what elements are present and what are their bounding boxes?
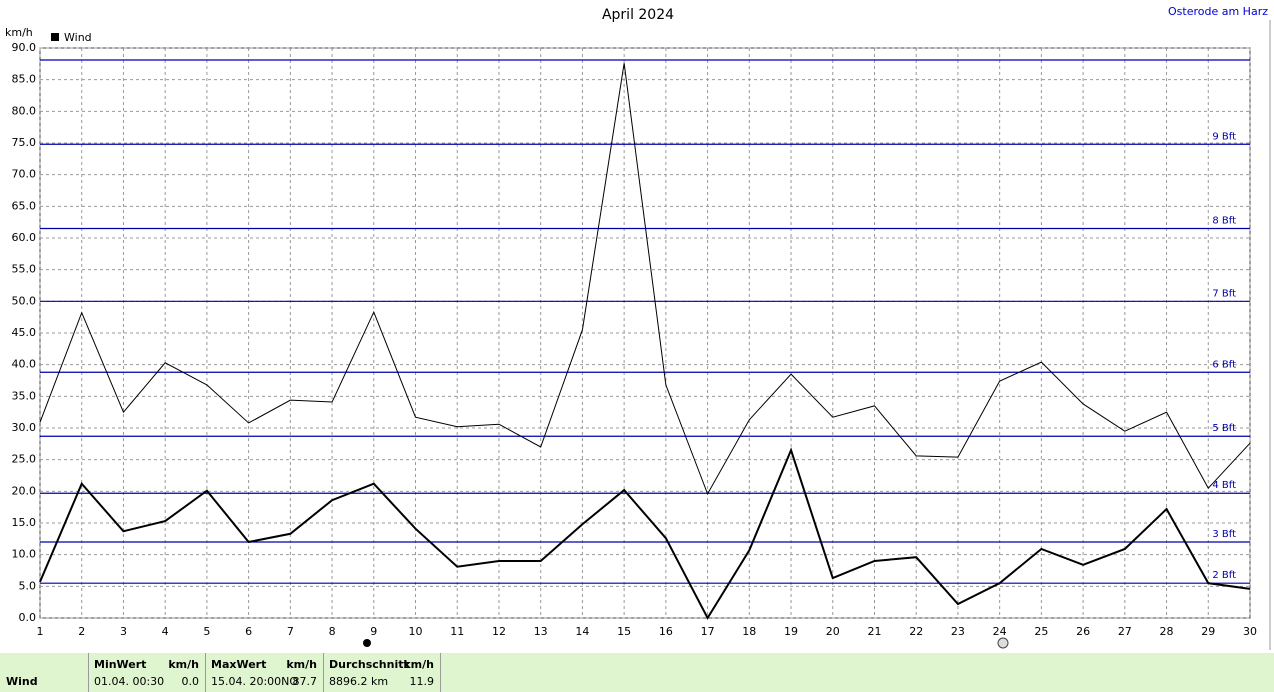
y-tick-label: 90.0 <box>12 41 37 54</box>
summary-left: 01.04. 00:30 <box>94 675 165 688</box>
x-tick-label: 10 <box>409 625 423 638</box>
summary-right: 0.0 <box>181 675 200 688</box>
y-tick-label: 70.0 <box>12 168 37 181</box>
beaufort-label: 9 Bft <box>1212 131 1236 142</box>
x-tick-label: 22 <box>909 625 923 638</box>
x-tick-label: 7 <box>287 625 294 638</box>
x-tick-label: 21 <box>867 625 881 638</box>
summary-unit: km/h <box>286 658 317 671</box>
x-tick-label: 18 <box>742 625 756 638</box>
x-tick-label: 14 <box>575 625 589 638</box>
beaufort-label: 2 Bft <box>1212 570 1236 581</box>
beaufort-label: 3 Bft <box>1212 529 1236 540</box>
row-label: Wind <box>6 675 38 688</box>
y-tick-label: 80.0 <box>12 104 37 117</box>
summary-head: Durchschnitt <box>329 658 409 671</box>
beaufort-label: 7 Bft <box>1212 288 1236 299</box>
x-tick-label: 8 <box>329 625 336 638</box>
x-tick-label: 25 <box>1034 625 1048 638</box>
summary-bar: Wind MinWert km/h 01.04. 00:30 0.0 MaxWert km… <box>0 653 1274 692</box>
beaufort-label: 5 Bft <box>1212 423 1236 434</box>
legend-label: Wind <box>64 31 92 44</box>
x-tick-label: 30 <box>1243 625 1257 638</box>
summary-cell: MinWert km/h 01.04. 00:30 0.0 <box>88 653 205 692</box>
beaufort-label: 6 Bft <box>1212 359 1236 370</box>
x-tick-label: 3 <box>120 625 127 638</box>
summary-head: MinWert <box>94 658 147 671</box>
y-tick-label: 0.0 <box>19 611 37 624</box>
x-tick-label: 26 <box>1076 625 1090 638</box>
x-tick-label: 19 <box>784 625 798 638</box>
x-tick-label: 11 <box>450 625 464 638</box>
chart-title: April 2024 <box>602 7 674 23</box>
x-tick-label: 2 <box>78 625 85 638</box>
beaufort-label: 8 Bft <box>1212 216 1236 227</box>
y-tick-label: 75.0 <box>12 136 37 149</box>
x-tick-label: 16 <box>659 625 673 638</box>
y-tick-label: 45.0 <box>12 326 37 339</box>
y-tick-label: 10.0 <box>12 548 37 561</box>
x-tick-label: 20 <box>826 625 840 638</box>
x-tick-label: 13 <box>534 625 548 638</box>
x-tick-label: 17 <box>701 625 715 638</box>
y-tick-label: 25.0 <box>12 453 37 466</box>
y-tick-label: 15.0 <box>12 516 37 529</box>
x-tick-label: 27 <box>1118 625 1132 638</box>
x-tick-label: 12 <box>492 625 506 638</box>
y-tick-label: 85.0 <box>12 73 37 86</box>
y-tick-label: 5.0 <box>19 579 37 592</box>
summary-left: 8896.2 km <box>329 675 389 688</box>
summary-right: 87.7 <box>292 675 318 688</box>
y-axis-label: km/h <box>5 26 33 39</box>
y-tick-label: 40.0 <box>12 358 37 371</box>
summary-cell: Durchschnitt km/h 8896.2 km 11.9 <box>323 653 441 692</box>
x-tick-label: 1 <box>37 625 44 638</box>
summary-unit: km/h <box>403 658 434 671</box>
x-tick-label: 6 <box>245 625 252 638</box>
y-tick-label: 65.0 <box>12 199 37 212</box>
x-tick-label: 15 <box>617 625 631 638</box>
x-tick-label: 4 <box>162 625 169 638</box>
y-tick-label: 50.0 <box>12 294 37 307</box>
x-tick-label: 28 <box>1160 625 1174 638</box>
wind-line <box>39 447 1251 621</box>
x-tick-label: 24 <box>993 625 1007 638</box>
legend-swatch <box>51 33 59 41</box>
y-tick-label: 30.0 <box>12 421 37 434</box>
chart: April 2024 Osterode am Harz km/h Wind 0.… <box>5 5 1271 650</box>
location: Osterode am Harz <box>1168 5 1268 18</box>
x-tick-label: 23 <box>951 625 965 638</box>
moon-icon <box>997 637 1009 649</box>
y-tick-label: 60.0 <box>12 231 37 244</box>
moon-icon <box>363 639 371 647</box>
y-tick-label: 35.0 <box>12 389 37 402</box>
y-tick-label: 55.0 <box>12 263 37 276</box>
summary-head: MaxWert <box>211 658 267 671</box>
summary-cell: MaxWert km/h 15.04. 20:00NO 87.7 <box>205 653 323 692</box>
summary-left: 15.04. 20:00NO <box>211 675 299 688</box>
x-tick-label: 9 <box>370 625 377 638</box>
y-tick-label: 20.0 <box>12 484 37 497</box>
beaufort-label: 4 Bft <box>1212 480 1236 491</box>
wind-line <box>39 63 1251 496</box>
x-tick-label: 5 <box>203 625 210 638</box>
summary-unit: km/h <box>168 658 199 671</box>
summary-right: 11.9 <box>409 675 435 688</box>
x-tick-label: 29 <box>1201 625 1215 638</box>
